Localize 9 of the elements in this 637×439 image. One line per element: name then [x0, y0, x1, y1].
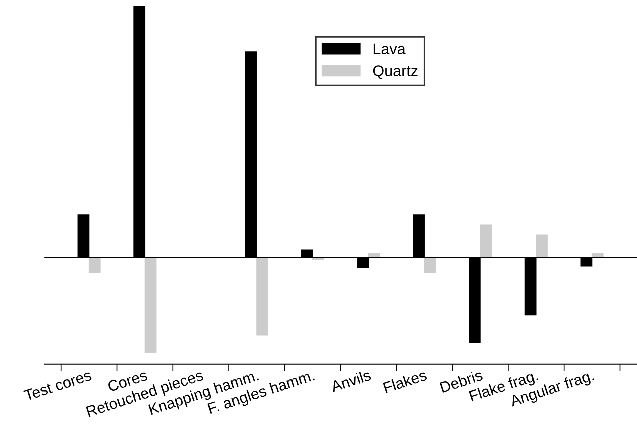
legend-label: Quartz: [373, 66, 418, 80]
bar: [480, 224, 492, 258]
bar: [88, 257, 101, 274]
legend-label: Lava: [374, 44, 406, 55]
x-tick-label: Flakes: [383, 369, 428, 394]
bar: [144, 257, 157, 354]
bar: [536, 234, 548, 258]
bar: [256, 257, 268, 336]
x-tick-label: Anvils: [330, 369, 372, 392]
